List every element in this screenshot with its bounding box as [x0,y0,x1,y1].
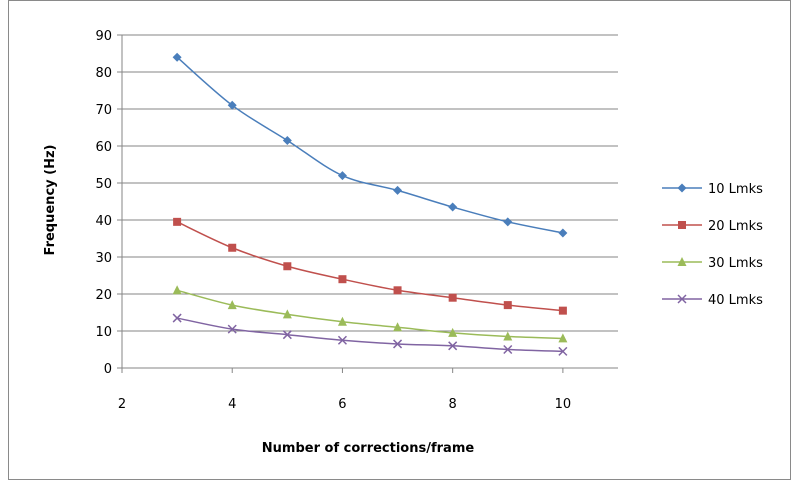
data-point-30-lmks-x9 [503,331,513,341]
data-point-40-lmks-x7 [393,339,403,349]
series-line-40-lmks [176,317,563,353]
data-point-10-lmks-x4 [227,100,237,110]
data-point-30-lmks-x8 [448,327,458,337]
data-point-40-lmks-x10-stroke-b [558,346,568,356]
data-point-40-lmks-x9-stroke-b [503,344,513,355]
data-point-10-lmks-x7 [393,185,403,195]
series-line-30-lmks [176,289,563,340]
series-10-lmks [172,52,568,238]
data-point-30-lmks-x10 [558,333,568,343]
y-tick-label: 70 [95,103,112,118]
legend-entry-20-lmks: 20 Lmks [662,219,763,234]
data-point-10-lmks-x6 [337,171,347,181]
x-tick-label: 6 [338,397,346,412]
data-point-20-lmks-x6 [338,275,347,284]
data-point-40-lmks-x4-stroke-b [227,324,237,334]
y-tick-label: 0 [104,362,112,377]
data-point-40-lmks-x6-stroke-b [337,335,347,345]
data-point-30-lmks-x4 [227,300,237,310]
data-point-30-lmks-x3 [172,285,182,295]
x-tick-label: 10 [555,397,572,412]
legend-entry-40-lmks: 40 Lmks [662,293,763,308]
data-point-10-lmks-x9 [503,217,513,227]
legend-marker-10-lmks [677,183,687,193]
data-point-10-lmks-x3 [172,52,182,62]
data-point-10-lmks-x5 [282,135,292,145]
y-tick-label: 60 [95,140,112,155]
x-axis-title: Number of corrections/frame [262,441,475,456]
y-tick-label: 40 [95,214,112,229]
legend: 10 Lmks 20 Lmks 30 Lmks 40 Lmks [662,182,763,308]
series-20-lmks [173,217,567,315]
data-point-20-lmks-x10 [558,306,567,315]
data-point-10-lmks-x8 [448,202,458,212]
series-line-20-lmks [176,221,563,312]
y-tick-label: 90 [95,29,112,44]
data-point-40-lmks-x5-stroke-b [282,330,292,340]
y-tick-label: 80 [95,66,112,81]
data-point-40-lmks-x5 [282,330,292,340]
data-point-40-lmks-x3 [172,313,182,323]
y-tick-label: 10 [95,325,112,340]
legend-entry-30-lmks: 30 Lmks [662,256,763,271]
data-point-30-lmks-x6 [337,316,347,326]
y-tick-label: 50 [95,177,112,192]
legend-marker-20-lmks [678,221,686,229]
data-point-40-lmks-x7-stroke-b [393,339,403,349]
data-point-40-lmks-x4 [227,324,237,334]
chart-frame [8,0,791,480]
y-axis-title: Frequency (Hz) [43,145,58,256]
grid-layer [122,34,618,332]
data-point-30-lmks-x7 [393,322,403,332]
legend-entry-10-lmks: 10 Lmks [662,182,763,197]
data-point-20-lmks-x4 [228,243,237,252]
data-point-40-lmks-x6 [337,335,347,345]
legend-label-40-lmks: 40 Lmks [708,293,763,308]
data-point-20-lmks-x3 [173,217,182,226]
data-point-20-lmks-x5 [283,262,292,271]
data-point-40-lmks-x8-stroke-b [448,341,458,351]
legend-label-30-lmks: 30 Lmks [708,256,763,271]
legend-marker-30-lmks [677,257,687,266]
data-point-20-lmks-x7 [393,286,402,295]
data-point-20-lmks-x9 [503,301,512,310]
axes-layer: 0 10 20 30 40 50 60 70 80 90 2 4 6 8 10 [95,29,618,412]
y-tick-label: 20 [95,288,112,303]
series-40-lmks [172,313,568,356]
data-point-10-lmks-x10 [558,228,568,238]
series-30-lmks [172,285,568,343]
series-line-10-lmks [176,56,564,234]
data-point-20-lmks-x8 [448,293,457,302]
legend-label-20-lmks: 20 Lmks [708,219,763,234]
legend-marker-40-lmks [677,294,687,304]
data-point-40-lmks-x9 [503,344,513,355]
y-tick-label: 30 [95,251,112,266]
legend-label-10-lmks: 10 Lmks [708,182,763,197]
data-point-40-lmks-x10 [558,346,568,356]
x-tick-label: 8 [449,397,457,412]
data-point-40-lmks-x3-stroke-b [172,313,182,323]
x-tick-label: 2 [118,397,126,412]
data-point-40-lmks-x8 [448,341,458,351]
legend-marker-40-lmks-stroke-b [677,294,687,304]
x-tick-label: 4 [228,397,236,412]
series-layer [172,52,568,356]
data-point-30-lmks-x5 [282,309,292,319]
